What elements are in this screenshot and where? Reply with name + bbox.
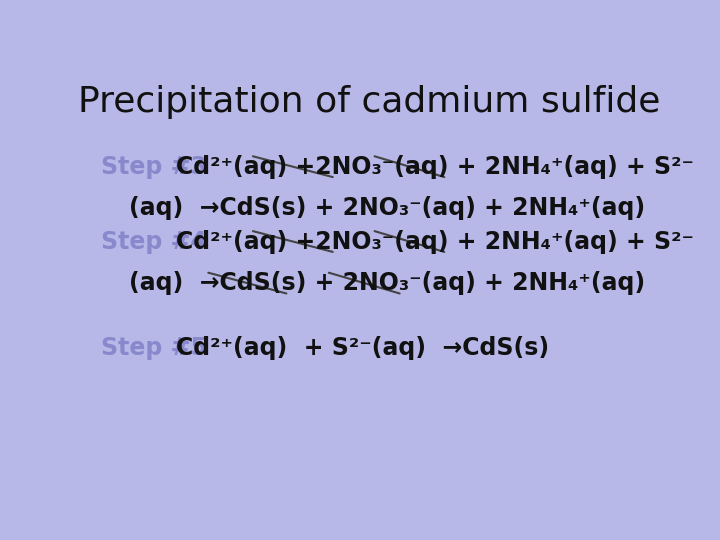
Text: (aq)  →CdS(s) + 2NO₃⁻(aq) + 2NH₄⁺(aq): (aq) →CdS(s) + 2NO₃⁻(aq) + 2NH₄⁺(aq) [129, 196, 645, 220]
Text: Cd²⁺(aq) +2NO₃⁻(aq) + 2NH₄⁺(aq) + S²⁻: Cd²⁺(aq) +2NO₃⁻(aq) + 2NH₄⁺(aq) + S²⁻ [176, 154, 695, 179]
Text: Step #5: Step #5 [101, 335, 207, 360]
Text: Precipitation of cadmium sulfide: Precipitation of cadmium sulfide [78, 85, 660, 119]
Text: Cd²⁺(aq) +2NO₃⁻(aq) + 2NH₄⁺(aq) + S²⁻: Cd²⁺(aq) +2NO₃⁻(aq) + 2NH₄⁺(aq) + S²⁻ [176, 230, 695, 253]
Text: Step #3: Step #3 [101, 154, 207, 179]
Text: Cd²⁺(aq)  + S²⁻(aq)  →CdS(s): Cd²⁺(aq) + S²⁻(aq) →CdS(s) [176, 335, 549, 360]
Text: Step #4: Step #4 [101, 230, 207, 253]
Text: (aq)  →CdS(s) + 2NO₃⁻(aq) + 2NH₄⁺(aq): (aq) →CdS(s) + 2NO₃⁻(aq) + 2NH₄⁺(aq) [129, 271, 645, 295]
